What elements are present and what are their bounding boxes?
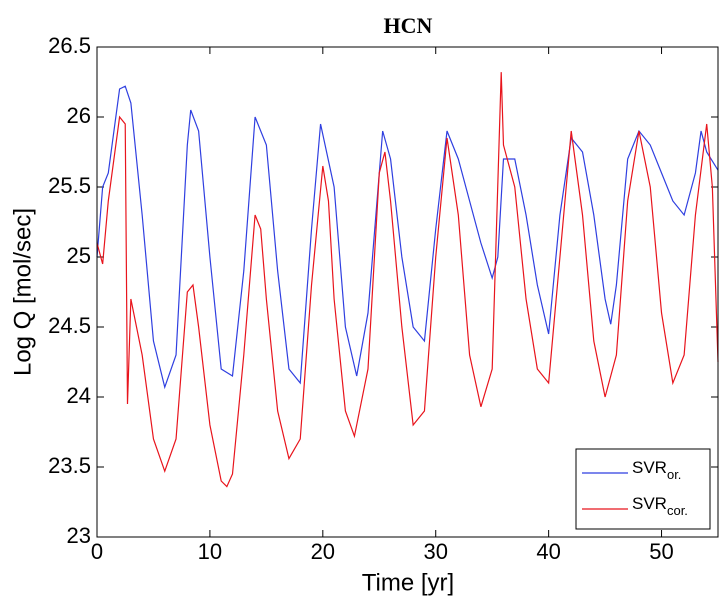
series-line — [96, 72, 719, 488]
x-tick-label: 10 — [198, 539, 222, 564]
legend-name: SVR — [632, 494, 667, 513]
y-axis-label: Log Q [mol/sec] — [9, 208, 36, 376]
x-tick-label: 40 — [536, 539, 560, 564]
legend-subscript: cor. — [667, 503, 688, 518]
legend-box — [575, 448, 711, 530]
series-line — [96, 85, 719, 390]
chart-title: HCN — [384, 13, 433, 38]
x-tick-label: 30 — [423, 539, 447, 564]
y-tick-label: 25.5 — [48, 173, 91, 198]
y-tick-label: 23.5 — [48, 453, 91, 478]
x-tick-label: 50 — [649, 539, 673, 564]
legend-label: SVRor. — [632, 458, 681, 482]
x-tick-label: 0 — [91, 539, 103, 564]
legend-label: SVRcor. — [632, 494, 688, 518]
legend-name: SVR — [632, 458, 667, 477]
x-tick-label: 20 — [311, 539, 335, 564]
plot-frame — [96, 46, 719, 538]
y-tick-label: 24 — [67, 383, 91, 408]
y-tick-label: 26.5 — [48, 33, 91, 58]
x-axis-label: Time [yr] — [362, 569, 454, 596]
y-tick-label: 24.5 — [48, 313, 91, 338]
y-tick-label: 26 — [67, 103, 91, 128]
legend-subscript: or. — [667, 467, 681, 482]
y-tick-label: 25 — [67, 243, 91, 268]
y-tick-label: 23 — [67, 523, 91, 548]
